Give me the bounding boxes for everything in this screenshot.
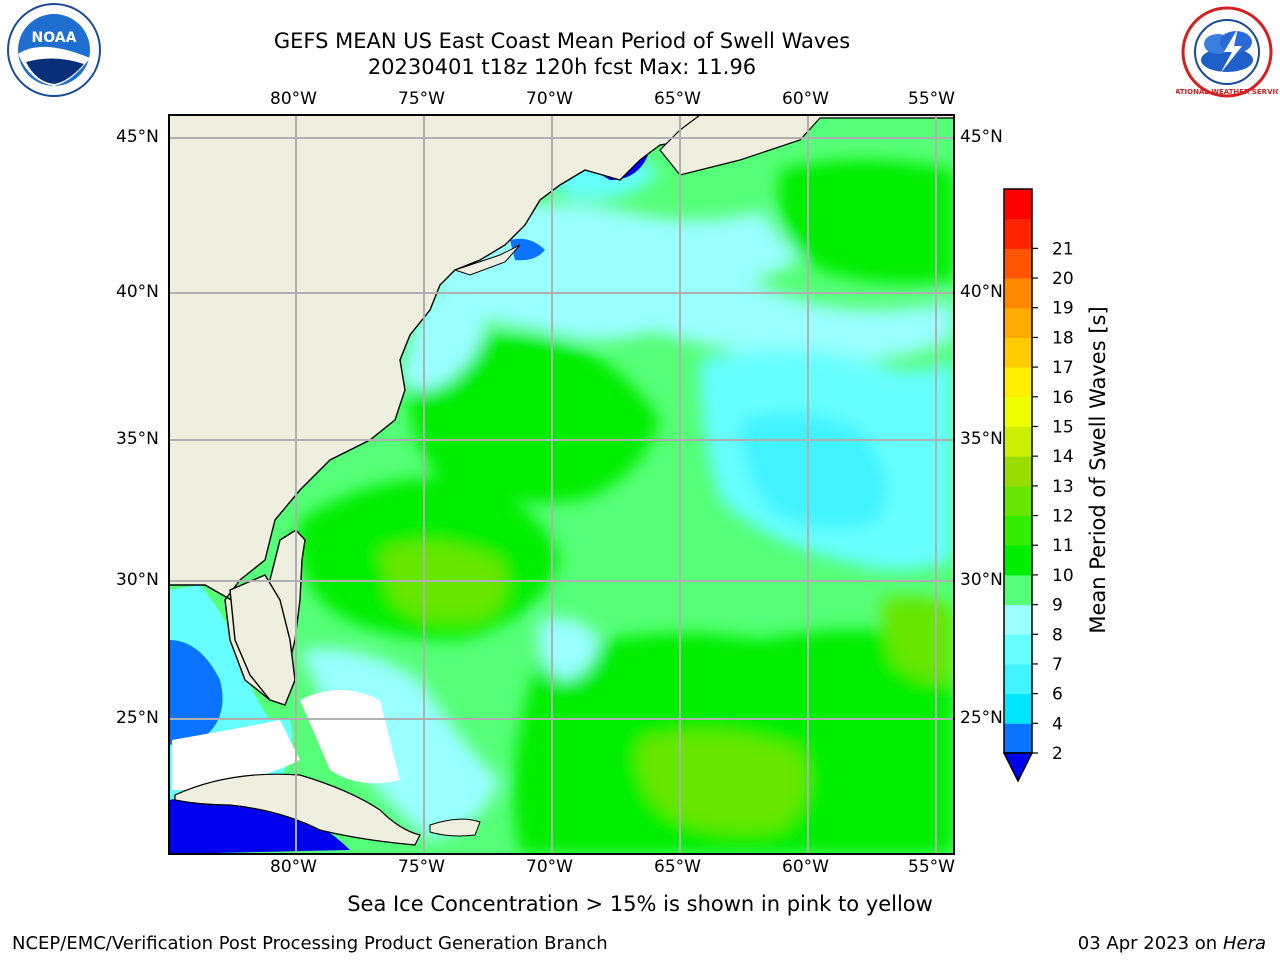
colorbar-segment — [1004, 396, 1032, 427]
colorbar-tick-label: 17 — [1052, 358, 1074, 378]
lon-tick-bottom-55w: 55°W — [908, 857, 955, 877]
colorbar-tick-label: 19 — [1052, 299, 1074, 319]
colorbar-tick-label: 2 — [1052, 744, 1063, 764]
map-area — [169, 115, 954, 854]
lat-tick-left-45n: 45°N — [116, 127, 159, 147]
noaa-logo: NOAA — [2, 2, 106, 98]
colorbar-segment — [1004, 604, 1032, 635]
colorbar-segment — [1004, 189, 1032, 220]
colorbar-tick-label: 13 — [1052, 477, 1074, 497]
colorbar-tick-label: 9 — [1052, 596, 1063, 616]
colorbar-segment — [1004, 456, 1032, 487]
lat-tick-right-30n: 30°N — [960, 570, 1003, 590]
date-text: 03 Apr 2023 on — [1077, 933, 1223, 954]
nws-logo: NATIONAL WEATHER SERVICE — [1169, 4, 1280, 100]
bahamas-missing-area — [300, 690, 400, 784]
colorbar-segment — [1004, 515, 1032, 546]
host-text: Hera — [1222, 933, 1266, 954]
lon-tick-bottom-65w: 65°W — [654, 857, 701, 877]
caribbean-low-field — [169, 796, 350, 854]
lon-tick-bottom-75w: 75°W — [398, 857, 445, 877]
credit-line: NCEP/EMC/Verification Post Processing Pr… — [12, 933, 608, 954]
lon-tick-bottom-60w: 60°W — [782, 857, 829, 877]
lon-tick-top-55w: 55°W — [908, 89, 955, 109]
sea-ice-note: Sea Ice Concentration > 15% is shown in … — [0, 892, 1280, 916]
colorbar-segment — [1004, 426, 1032, 457]
colorbar-tick-label: 8 — [1052, 625, 1063, 645]
colorbar-segment — [1004, 307, 1032, 338]
colorbar-segment — [1004, 723, 1032, 754]
colorbar-tick-label: 4 — [1052, 714, 1063, 734]
map-frame — [168, 114, 955, 855]
lon-tick-top-70w: 70°W — [526, 89, 573, 109]
nws-logo-text: NATIONAL WEATHER SERVICE — [1176, 88, 1278, 96]
colorbar-segment — [1004, 663, 1032, 695]
lon-tick-top-65w: 65°W — [654, 89, 701, 109]
colorbar-segment — [1004, 485, 1032, 517]
lon-tick-top-80w: 80°W — [270, 89, 317, 109]
lat-tick-left-30n: 30°N — [116, 570, 159, 590]
maritimes-landmass — [659, 115, 954, 176]
map-subtitle: 20230401 t18z 120h fcst Max: 11.96 — [367, 55, 757, 79]
date-line: 03 Apr 2023 on Hera — [1078, 933, 1266, 954]
colorbar-segment — [1004, 574, 1032, 606]
gulf-missing-area — [172, 720, 300, 790]
colorbar-tick-label: 18 — [1052, 328, 1074, 348]
lat-tick-left-35n: 35°N — [116, 429, 159, 449]
lat-tick-left-40n: 40°N — [116, 282, 159, 302]
colorbar-segment — [1004, 218, 1032, 249]
long-island — [453, 244, 521, 276]
colorbar-segment — [1004, 278, 1032, 309]
lon-tick-top-75w: 75°W — [398, 89, 445, 109]
colorbar-tick-label: 6 — [1052, 685, 1063, 705]
map-title: GEFS MEAN US East Coast Mean Period of S… — [273, 29, 851, 53]
lat-tick-right-40n: 40°N — [960, 282, 1003, 302]
swell-field — [297, 147, 954, 854]
hispaniola-island — [429, 818, 481, 837]
colorbar-tick-label: 7 — [1052, 655, 1063, 675]
lon-tick-bottom-80w: 80°W — [270, 857, 317, 877]
colorbar-segment — [1004, 337, 1032, 368]
noaa-logo-text: NOAA — [32, 30, 77, 46]
colorbar-tick-label: 21 — [1052, 239, 1074, 259]
colorbar-frame — [1003, 188, 1033, 754]
colorbar-segment — [1004, 693, 1032, 724]
colorbar-under-arrow — [1002, 752, 1034, 783]
colorbar-segment — [1004, 634, 1032, 665]
long-island-low-field — [510, 238, 545, 261]
colorbar-tick-label: 14 — [1052, 447, 1074, 467]
colorbar: 2 4 6 7 8 9 10 11 12 13 14 15 16 17 18 19 20 21 — [1002, 188, 1074, 783]
lat-tick-left-25n: 25°N — [116, 708, 159, 728]
colorbar-label: Mean Period of Swell Waves [s] — [1086, 306, 1110, 634]
lat-tick-right-35n: 35°N — [960, 429, 1003, 449]
colorbar-segment — [1004, 367, 1032, 398]
cuba-island — [174, 773, 421, 846]
colorbar-tick-label: 11 — [1052, 536, 1074, 556]
lon-tick-bottom-70w: 70°W — [526, 857, 573, 877]
colorbar-tick-label: 12 — [1052, 507, 1074, 527]
colorbar-tick-label: 15 — [1052, 417, 1074, 437]
colorbar-segment — [1004, 545, 1032, 576]
colorbar-tick-label: 10 — [1052, 566, 1074, 586]
colorbar-tick-label: 16 — [1052, 388, 1074, 408]
colorbar-tick-label: 20 — [1052, 269, 1074, 289]
lon-tick-top-60w: 60°W — [782, 89, 829, 109]
colorbar-segment — [1004, 248, 1032, 279]
lat-tick-right-45n: 45°N — [960, 127, 1003, 147]
sea-ice-note-text: Sea Ice Concentration > 15% is shown in … — [347, 892, 933, 916]
graticule — [169, 115, 954, 854]
florida-peninsula — [229, 574, 296, 706]
lat-tick-right-25n: 25°N — [960, 708, 1003, 728]
